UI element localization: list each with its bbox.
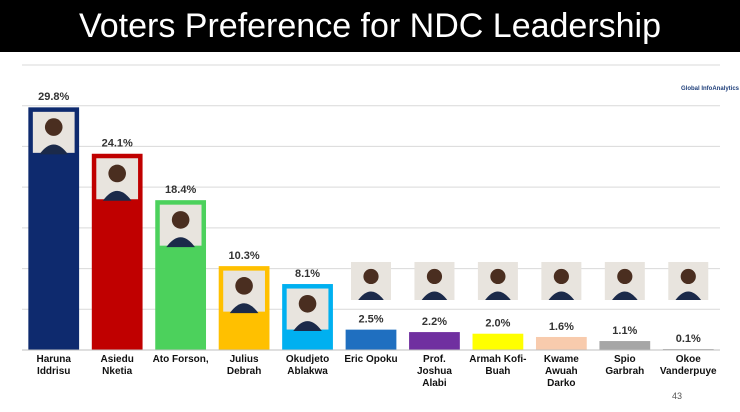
data-label: 8.1% bbox=[295, 268, 320, 280]
photo-body bbox=[485, 291, 511, 300]
x-tick-label: Armah Kofi-Buah bbox=[469, 354, 527, 377]
data-label: 2.0% bbox=[485, 318, 510, 330]
photo-head bbox=[44, 118, 63, 136]
photo-body bbox=[39, 144, 69, 155]
photo-body bbox=[548, 291, 575, 300]
data-label: 29.8% bbox=[38, 91, 69, 103]
data-label: 2.5% bbox=[358, 314, 383, 326]
photo-head bbox=[680, 268, 696, 285]
logo: Global InfoAnalytics bbox=[680, 86, 739, 92]
photo-head bbox=[426, 268, 443, 285]
x-tick-label: Kwame Awuah Darko bbox=[543, 354, 579, 389]
bar bbox=[599, 341, 651, 350]
photo-body bbox=[612, 291, 638, 300]
photo-body bbox=[293, 321, 322, 332]
bar bbox=[409, 332, 460, 350]
photo-head bbox=[235, 277, 253, 295]
data-label: 2.2% bbox=[422, 316, 447, 328]
bar bbox=[345, 329, 397, 350]
x-tick-label: Spio Garbrah bbox=[605, 354, 645, 377]
photo-body bbox=[358, 291, 384, 300]
data-label: 18.4% bbox=[165, 184, 196, 196]
photo-head bbox=[171, 211, 190, 229]
photo-body bbox=[675, 291, 702, 300]
data-label: 0.1% bbox=[676, 333, 701, 345]
photo-body bbox=[166, 237, 195, 248]
x-tick-label: Asiedu Nketia bbox=[100, 354, 134, 377]
photo-head bbox=[617, 268, 633, 285]
photo-head bbox=[363, 268, 379, 285]
bar bbox=[472, 333, 524, 350]
x-tick-label: Okudjeto Ablakwa bbox=[285, 354, 330, 377]
x-tick-label: Ato Forson, bbox=[152, 354, 209, 365]
photo-body bbox=[102, 190, 132, 201]
photo-head bbox=[108, 164, 126, 183]
photo-body bbox=[421, 291, 448, 300]
photo-body bbox=[229, 303, 259, 314]
data-label: 24.1% bbox=[102, 138, 133, 150]
chart-title: Voters Preference for NDC Leadership bbox=[0, 0, 740, 52]
data-label: 10.3% bbox=[228, 250, 259, 262]
x-tick-label: Okoe Vanderpuye bbox=[659, 354, 717, 377]
bar bbox=[535, 336, 587, 350]
photo-head bbox=[553, 268, 569, 285]
x-tick-label: Haruna Iddrisu bbox=[36, 354, 71, 377]
slide-number: 43 bbox=[672, 391, 683, 401]
data-label: 1.1% bbox=[612, 325, 637, 337]
photo-head bbox=[298, 294, 317, 313]
data-label: 1.6% bbox=[549, 321, 574, 333]
x-tick-label: Julius Debrah bbox=[226, 354, 262, 377]
photo-head bbox=[490, 268, 506, 285]
x-tick-label: Eric Opoku bbox=[344, 354, 398, 365]
x-tick-label: Prof. Joshua Alabi bbox=[416, 354, 452, 389]
